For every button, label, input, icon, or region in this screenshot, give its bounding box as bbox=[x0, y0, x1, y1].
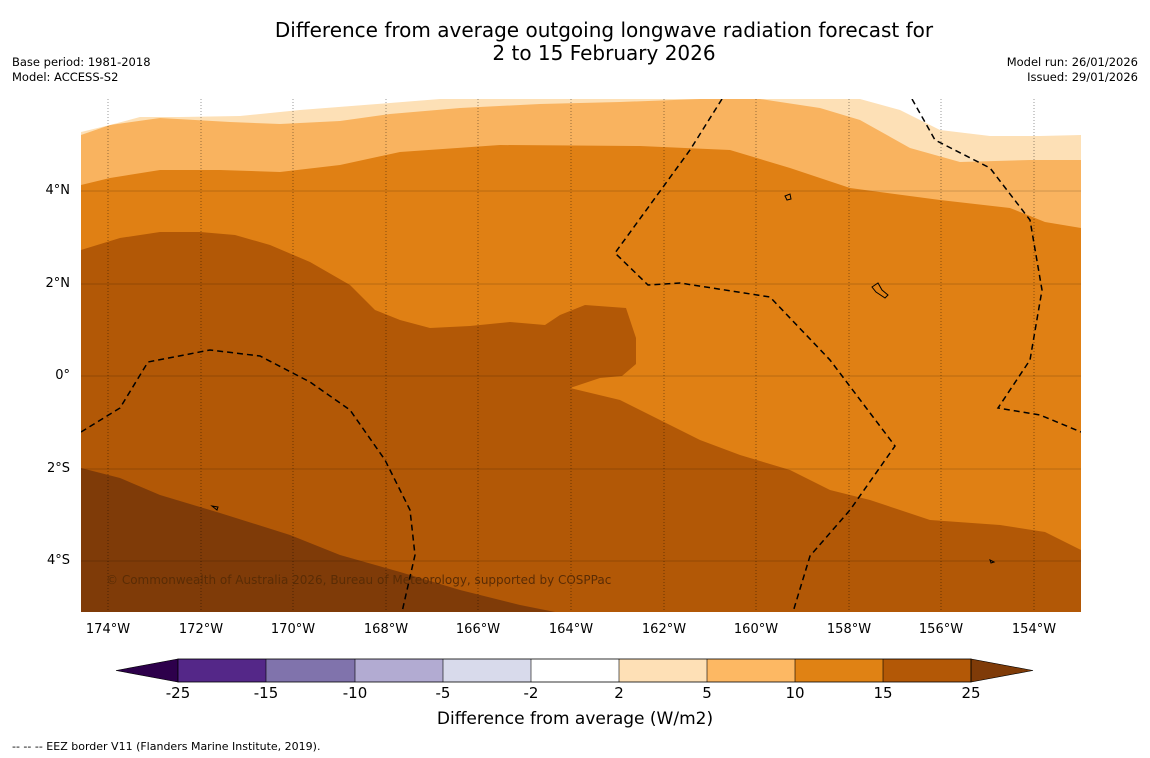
eez-border-line-islands bbox=[614, 99, 896, 612]
eez-border-kiribati-west bbox=[81, 349, 416, 612]
colorbar-tick: -15 bbox=[253, 684, 279, 702]
colorbar-segment bbox=[707, 659, 795, 682]
colorbar-tick: 15 bbox=[873, 684, 893, 702]
band-5-10 bbox=[81, 99, 1081, 228]
colorbar-label: Difference from average (W/m2) bbox=[436, 709, 714, 729]
lat-tick-label: 4°S bbox=[46, 553, 70, 568]
lat-tick-label: 2°N bbox=[45, 276, 71, 291]
colorbar-tick: 25 bbox=[961, 684, 981, 702]
colorbar-segment bbox=[531, 659, 619, 682]
islands bbox=[210, 193, 996, 564]
lon-tick-label: 170°W bbox=[270, 622, 316, 637]
lon-tick-label: 158°W bbox=[826, 622, 872, 637]
lat-tick-label: 4°N bbox=[45, 183, 71, 198]
island-kiritimati bbox=[871, 282, 889, 299]
lon-tick-label: 162°W bbox=[641, 622, 687, 637]
meta-left: Base period: 1981-2018 Model: ACCESS-S2 bbox=[12, 55, 151, 85]
island-small-2 bbox=[989, 559, 996, 564]
lon-tick-label: 174°W bbox=[85, 622, 131, 637]
lon-tick-label: 168°W bbox=[363, 622, 409, 637]
band-outside bbox=[81, 99, 1081, 136]
colorbar-tick: 2 bbox=[614, 684, 624, 702]
model-run: Model run: 26/01/2026 bbox=[1006, 55, 1138, 69]
base-period: Base period: 1981-2018 bbox=[12, 55, 151, 69]
lon-tick-label: 166°W bbox=[455, 622, 501, 637]
lon-tick-label: 154°W bbox=[1011, 622, 1057, 637]
chart-title: Difference from average outgoing longwav… bbox=[0, 19, 1150, 65]
lat-tick-label: 0° bbox=[55, 368, 70, 383]
colorbar-segment bbox=[443, 659, 531, 682]
lon-tick-label: 156°W bbox=[918, 622, 964, 637]
eez-borders bbox=[81, 99, 1081, 612]
colorbar-over bbox=[970, 658, 1034, 683]
colorbar-tick: 10 bbox=[785, 684, 805, 702]
colorbar-segment bbox=[795, 659, 883, 682]
title-line-2: 2 to 15 February 2026 bbox=[492, 41, 716, 65]
issued-date: Issued: 29/01/2026 bbox=[1027, 70, 1138, 84]
lat-tick-label: 2°S bbox=[46, 461, 70, 476]
meta-right: Model run: 26/01/2026 Issued: 29/01/2026 bbox=[1007, 55, 1138, 85]
colorbar-segment bbox=[266, 659, 355, 682]
title-line-1: Difference from average outgoing longwav… bbox=[274, 18, 934, 42]
colorbar-tick: -2 bbox=[523, 684, 539, 702]
colorbar-segment bbox=[178, 659, 266, 682]
colorbar-segment bbox=[355, 659, 443, 682]
eez-border-east bbox=[911, 99, 1081, 433]
colorbar-segment bbox=[883, 659, 971, 682]
island-tabuaeran bbox=[784, 193, 792, 201]
lon-tick-label: 164°W bbox=[548, 622, 594, 637]
band-10-15 bbox=[81, 99, 1081, 550]
model-name: Model: ACCESS-S2 bbox=[12, 70, 119, 84]
colorbar bbox=[115, 658, 1034, 683]
latitude-lines bbox=[81, 190, 1081, 562]
lon-tick-label: 160°W bbox=[733, 622, 779, 637]
colorbar-tick: -25 bbox=[165, 684, 191, 702]
band-2-5 bbox=[81, 99, 1081, 162]
island-small-1 bbox=[210, 505, 219, 511]
copyright-text: © Commonwealth of Australia 2026, Bureau… bbox=[106, 573, 611, 587]
map-area: © Commonwealth of Australia 2026, Bureau… bbox=[81, 99, 1081, 612]
colorbar-segment bbox=[619, 659, 707, 682]
colorbar-tick: 5 bbox=[702, 684, 712, 702]
colorbar-tick: -5 bbox=[435, 684, 451, 702]
band-above-25 bbox=[81, 468, 555, 612]
lon-tick-label: 172°W bbox=[178, 622, 224, 637]
footer-legend: -- -- -- EEZ border V11 (Flanders Marine… bbox=[12, 740, 321, 753]
colorbar-tick: -10 bbox=[342, 684, 368, 702]
colorbar-under bbox=[115, 658, 179, 683]
